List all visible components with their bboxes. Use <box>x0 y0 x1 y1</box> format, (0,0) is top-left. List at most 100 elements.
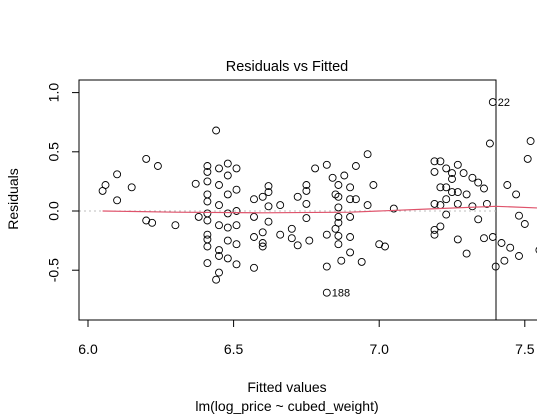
data-point <box>363 150 372 159</box>
data-point <box>302 181 311 189</box>
data-point <box>506 243 515 252</box>
outlier-label: 22 <box>498 97 510 109</box>
data-point <box>523 154 532 163</box>
data-point <box>334 212 343 221</box>
data-point <box>535 246 537 254</box>
data-point <box>293 192 302 201</box>
data-point <box>480 184 488 193</box>
data-point <box>258 228 267 237</box>
data-point <box>322 262 331 271</box>
data-point <box>215 246 223 255</box>
data-point <box>334 218 343 227</box>
data-point <box>488 98 497 107</box>
data-point <box>203 259 212 268</box>
data-point <box>322 160 331 169</box>
data-point <box>203 235 212 244</box>
data-point <box>148 218 157 227</box>
data-point <box>520 220 529 228</box>
data-point <box>482 199 491 208</box>
data-point <box>287 224 296 233</box>
data-point <box>346 248 355 257</box>
data-point <box>203 177 212 186</box>
data-point <box>203 209 212 218</box>
chart-subtitle: lm(log_price ~ cubed_weight) <box>195 398 378 414</box>
data-point <box>212 126 221 135</box>
data-point <box>334 240 343 249</box>
data-point <box>389 204 398 213</box>
data-point <box>311 164 320 173</box>
data-point <box>223 236 232 245</box>
data-point <box>337 256 346 265</box>
data-point <box>436 222 445 231</box>
data-point <box>264 188 273 197</box>
x-tick-label: 6.0 <box>78 341 98 357</box>
data-point <box>171 221 180 230</box>
data-point <box>334 192 343 201</box>
data-point <box>474 178 483 187</box>
data-point <box>203 242 212 251</box>
y-axis-label: Residuals <box>5 168 21 229</box>
chart-title: Residuals vs Fitted <box>226 59 349 75</box>
data-point <box>232 185 241 194</box>
data-point <box>442 164 451 173</box>
data-point <box>322 288 331 297</box>
y-tick-label: 0.0 <box>46 201 62 221</box>
data-point <box>526 137 535 146</box>
data-point <box>258 192 267 201</box>
data-point <box>113 170 122 179</box>
data-point <box>430 199 439 208</box>
data-point <box>442 183 451 192</box>
data-point <box>232 260 241 269</box>
data-point <box>436 157 445 166</box>
data-point <box>223 223 232 232</box>
data-point <box>223 254 232 263</box>
data-point <box>480 234 488 243</box>
y-tick-label: 0.5 <box>46 142 62 162</box>
x-tick-label: 7.5 <box>515 341 535 357</box>
data-point <box>215 164 223 173</box>
data-point <box>351 162 360 170</box>
data-point <box>430 157 439 166</box>
data-point <box>474 215 483 224</box>
data-point <box>453 199 462 208</box>
data-point <box>232 164 241 173</box>
data-point <box>258 239 267 247</box>
data-point <box>250 212 258 221</box>
x-axis-label: Fitted values <box>247 379 326 395</box>
data-point <box>113 196 122 205</box>
outlier-label: 188 <box>332 288 350 300</box>
data-point <box>302 199 311 208</box>
smooth-fit-line <box>102 205 537 214</box>
data-point <box>322 230 331 239</box>
y-tick-label: 1.0 <box>46 83 62 103</box>
data-point <box>485 139 494 148</box>
data-point <box>223 159 232 168</box>
data-point <box>203 190 212 199</box>
data-point <box>258 242 267 251</box>
data-point <box>340 171 349 180</box>
data-point <box>436 183 445 192</box>
data-point <box>223 171 232 180</box>
data-point <box>101 181 110 189</box>
data-point <box>212 275 221 284</box>
data-point <box>232 207 241 215</box>
data-point <box>512 190 521 199</box>
data-point <box>442 195 451 204</box>
data-point <box>500 256 509 265</box>
data-point <box>346 233 355 241</box>
data-point <box>468 202 477 211</box>
data-point <box>215 181 223 189</box>
x-tick-label: 7.0 <box>369 341 389 357</box>
data-point <box>453 160 462 169</box>
data-point <box>503 181 512 189</box>
data-point <box>488 233 497 241</box>
data-point <box>381 242 389 251</box>
data-point <box>351 195 360 204</box>
x-tick-label: 6.5 <box>224 341 244 357</box>
data-point <box>203 162 212 170</box>
data-point <box>293 241 302 250</box>
data-point <box>515 252 523 260</box>
data-point <box>276 230 285 239</box>
data-point <box>357 257 366 266</box>
data-point <box>442 210 451 219</box>
